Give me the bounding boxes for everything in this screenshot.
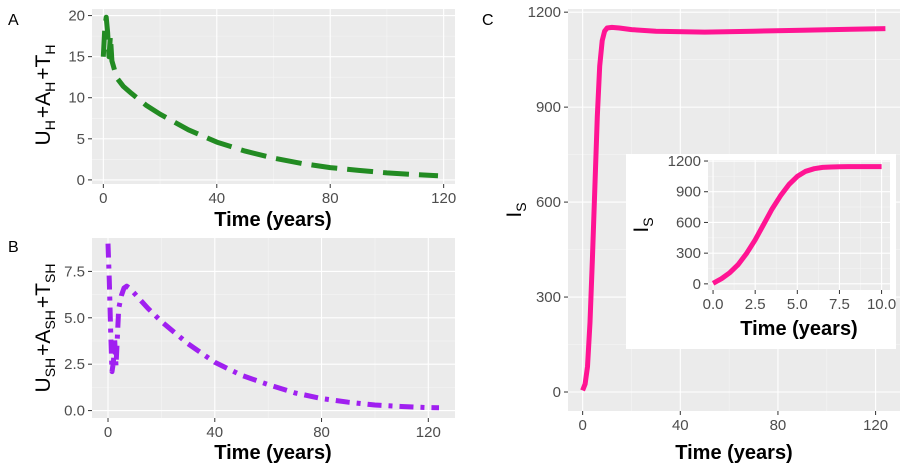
x-tick-label: 80 — [770, 417, 787, 434]
y-tick-label: 15 — [68, 49, 85, 66]
x-tick-label: 5.0 — [787, 296, 808, 313]
y-tick-label: 1200 — [528, 4, 561, 21]
x-tick-label: 120 — [431, 190, 456, 207]
x-tick-label: 40 — [208, 190, 225, 207]
y-tick-label: 300 — [676, 245, 701, 262]
x-tick-label: 40 — [206, 424, 223, 441]
y-tick-label: 0 — [553, 384, 561, 401]
plot-panel — [92, 238, 455, 418]
chart-b: 0 40 80 120 0.0 2.5 5.0 7.5 Time (years) USH+ASH+… — [32, 238, 455, 464]
x-axis-title: Time (years) — [214, 442, 331, 464]
y-axis-title: UH+AH+TH — [32, 45, 58, 146]
series-line — [100, 14, 439, 179]
panel-tag-a: A — [8, 12, 19, 29]
y-tick-label: 5 — [77, 131, 85, 148]
y-tick-label: 1200 — [668, 153, 701, 170]
x-tick-label: 0.0 — [703, 296, 724, 313]
x-tick-label: 120 — [863, 417, 888, 434]
y-tick-label: 0 — [693, 276, 701, 293]
y-axis-title: USH+ASH+TSH — [32, 264, 58, 393]
x-tick-label: 40 — [672, 417, 689, 434]
panel-tag-b: B — [8, 239, 19, 256]
y-tick-label: 10 — [68, 90, 85, 107]
series-line — [580, 24, 886, 392]
x-tick-label: 0 — [578, 417, 586, 434]
x-axis-title: Time (years) — [214, 209, 331, 231]
x-tick-label: 80 — [313, 424, 330, 441]
panel-tag-c: C — [482, 12, 494, 29]
y-tick-label: 5.0 — [64, 310, 85, 327]
series-line — [105, 243, 440, 411]
chart-c-inset: 0.0 2.5 5.0 7.5 10.0 0 300 600 900 1200 Time (year… — [626, 153, 896, 349]
y-tick-label: 300 — [536, 289, 561, 306]
y-tick-label: 0 — [77, 172, 85, 189]
y-tick-label: 0.0 — [64, 403, 85, 420]
y-tick-label: 7.5 — [64, 263, 85, 280]
x-tick-label: 2.5 — [745, 296, 766, 313]
x-tick-label: 120 — [416, 424, 441, 441]
y-axis-title: IS — [630, 217, 656, 232]
x-tick-label: 0 — [99, 190, 107, 207]
x-tick-label: 0 — [104, 424, 112, 441]
x-tick-label: 7.5 — [829, 296, 850, 313]
y-tick-label: 600 — [676, 214, 701, 231]
y-tick-label: 20 — [68, 8, 85, 25]
x-axis-title: Time (years) — [675, 442, 792, 464]
chart-a: 0 40 80 120 0 5 10 15 20 Time (years) UH+AH+TH — [32, 8, 456, 231]
y-tick-label: 900 — [676, 184, 701, 201]
y-tick-label: 600 — [536, 194, 561, 211]
y-tick-label: 2.5 — [64, 356, 85, 373]
series-line — [711, 164, 882, 286]
x-axis-title: Time (years) — [740, 318, 857, 340]
y-axis-title: IS — [503, 202, 529, 217]
x-tick-label: 80 — [322, 190, 339, 207]
x-tick-label: 10.0 — [867, 296, 896, 313]
y-tick-label: 900 — [536, 99, 561, 116]
